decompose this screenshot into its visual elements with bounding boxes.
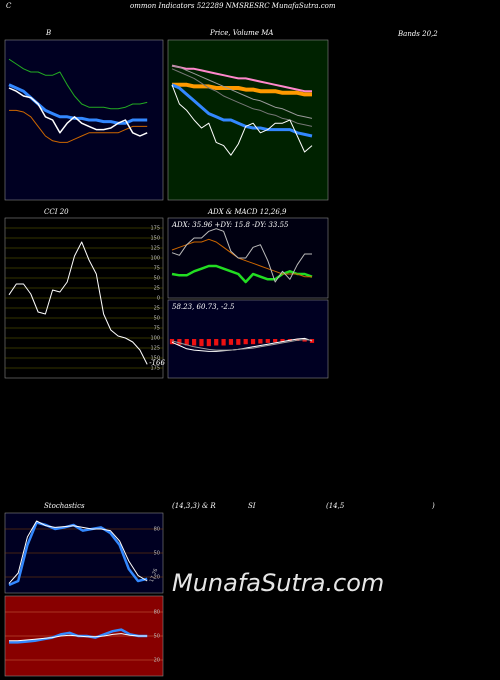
y-tick-label: 175 [150,366,160,372]
y-tick-label: 25 [154,306,160,312]
y-tick-label: 50 [154,634,160,640]
series-line [171,84,313,156]
histogram-bar [169,339,175,345]
value-label: -166 [149,359,165,367]
title-initial: C [6,2,12,10]
y-tick-label: 125 [150,246,160,252]
histogram-bar [302,339,307,342]
y-tick-label: 0 [157,296,160,302]
histogram-bar [184,339,189,346]
y-tick-label: 100 [150,256,160,262]
series-line [171,68,313,127]
histogram-bar [236,339,241,345]
series-line [171,264,313,284]
y-tick-label: 50 [154,316,160,322]
panel-title: Price, Volume MA [209,29,273,37]
series-line [8,58,148,110]
histogram-bar [309,339,315,343]
series-line [171,228,312,283]
histogram-bar [265,339,270,343]
histogram-bar [243,339,248,345]
histogram-bar [280,339,285,342]
stoch-heading: (14,3,3) & R [172,502,216,510]
panel [167,39,329,201]
series-line [9,109,148,143]
series-line [172,82,312,97]
series-line [9,633,148,642]
y-tick-label: 150 [150,356,160,362]
y-tick-label: 20 [154,575,160,581]
value-label: 17.76 [149,568,160,584]
y-tick-label: 50 [154,551,160,557]
histogram-bar [273,339,278,343]
series-line [171,65,313,119]
series-line [8,87,148,137]
histogram-bar [206,339,211,347]
series-line [171,238,312,278]
y-tick-label: 80 [154,610,160,616]
page-title: ommon Indicators 522289 NMSRESRC MunafaS… [130,2,336,10]
y-tick-label: 75 [154,266,160,272]
panel-title: ADX & MACD 12,26,9 [207,208,287,216]
y-tick-label: 150 [150,236,160,242]
y-tick-label: 75 [154,326,160,332]
y-tick-label: 100 [150,336,160,342]
y-tick-label: 50 [154,276,160,282]
series-line [171,339,313,351]
y-tick-label: 25 [154,286,160,292]
panel-annotation: 58.23, 60.73, -2.5 [172,303,235,311]
stoch-heading: Stochastics [44,502,85,510]
series-line [8,520,148,584]
histogram-bar [177,339,182,345]
histogram-bar [192,339,197,346]
panel-annotation: ADX: 35.96 +DY: 15.8 -DY: 33.55 [171,221,289,229]
y-tick-label: 80 [154,527,160,533]
y-tick-label: 175 [150,226,160,232]
panel [167,217,329,299]
y-tick-label: 20 [154,658,160,664]
histogram-bar [228,339,234,345]
series-line [8,241,148,365]
y-tick-label: 125 [150,346,160,352]
stoch-heading: ) [431,502,435,510]
bands-label: Bands 20,2 [397,30,438,38]
histogram-bar [258,339,263,344]
series-line [171,83,313,138]
histogram-bar [199,339,204,347]
panel-title: CCI 20 [44,208,69,216]
series-line [8,521,148,587]
panel-title: B [45,29,51,37]
histogram-bar [250,339,256,345]
stoch-heading: (14,5 [326,502,345,510]
series-line [171,64,312,93]
histogram-bar [214,339,219,346]
watermark: MunafaSutra.com [172,569,384,597]
stoch-heading: SI [248,502,256,510]
histogram-bar [221,339,226,346]
